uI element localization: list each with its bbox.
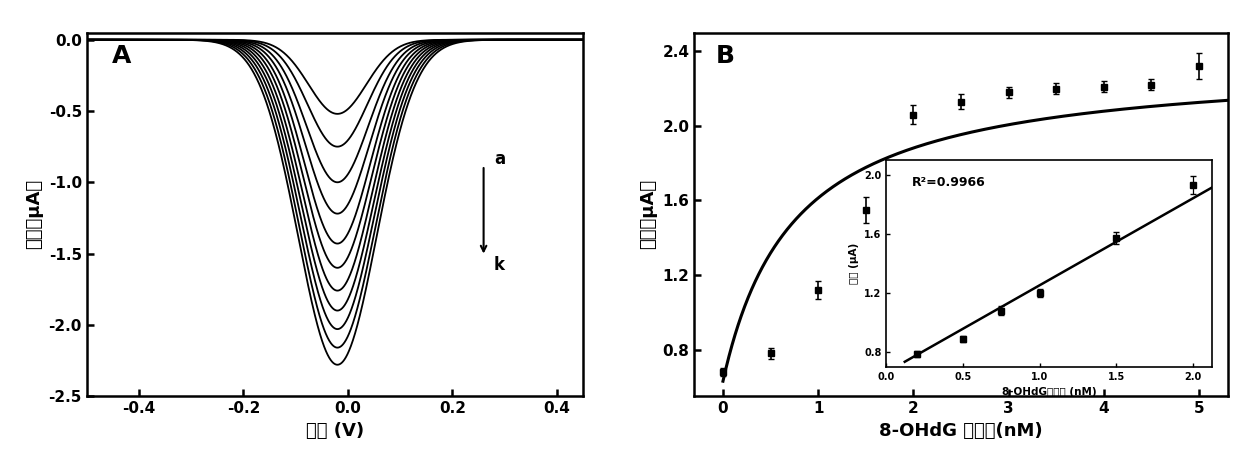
Y-axis label: 电流（μA）: 电流（μA）	[639, 179, 657, 249]
Text: a: a	[494, 151, 505, 169]
Text: B: B	[715, 43, 735, 68]
X-axis label: 电位 (V): 电位 (V)	[306, 422, 363, 439]
Y-axis label: 电流（μA）: 电流（μA）	[25, 179, 43, 249]
X-axis label: 8-OHdG 的浓度(nM): 8-OHdG 的浓度(nM)	[879, 422, 1043, 439]
Text: k: k	[494, 256, 505, 274]
Text: A: A	[112, 43, 131, 68]
